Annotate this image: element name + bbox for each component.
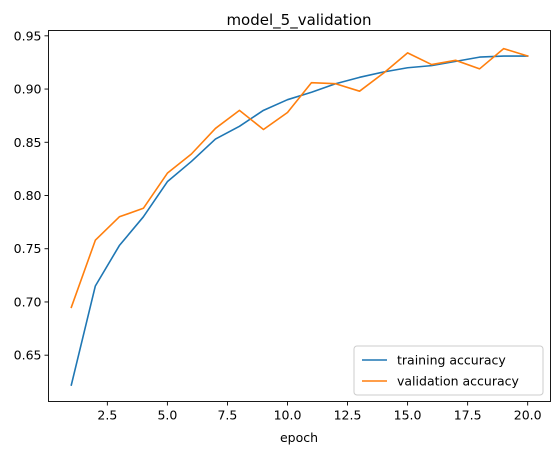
x-tick-label: 7.5 bbox=[217, 408, 237, 423]
x-tick-label: 2.5 bbox=[97, 408, 117, 423]
y-tick-label: 0.65 bbox=[14, 348, 42, 363]
legend: training accuracy validation accuracy bbox=[353, 345, 544, 396]
y-tick-label: 0.70 bbox=[14, 294, 42, 309]
x-tick-label: 17.5 bbox=[454, 408, 482, 423]
chart-title: model_5_validation bbox=[226, 11, 371, 30]
y-tick-label: 0.75 bbox=[14, 241, 42, 256]
legend-box bbox=[353, 345, 544, 396]
x-tick-label: 15.0 bbox=[394, 408, 422, 423]
y-tick-label: 0.80 bbox=[14, 188, 42, 203]
series-line-training-accuracy bbox=[70, 55, 529, 386]
series-line-validation-accuracy bbox=[70, 47, 529, 309]
y-tick-label: 0.90 bbox=[14, 82, 42, 97]
x-tick-label: 5.0 bbox=[157, 408, 177, 423]
y-tick-label: 0.95 bbox=[14, 28, 42, 43]
legend-label: training accuracy bbox=[397, 353, 506, 368]
x-axis-title: epoch bbox=[280, 430, 318, 445]
x-tick-label: 20.0 bbox=[514, 408, 542, 423]
y-tick-label: 0.85 bbox=[14, 135, 42, 150]
legend-label: validation accuracy bbox=[397, 374, 520, 389]
x-tick-label: 12.5 bbox=[334, 408, 362, 423]
plot-area-frame bbox=[48, 30, 551, 402]
x-tick-label: 10.0 bbox=[274, 408, 302, 423]
